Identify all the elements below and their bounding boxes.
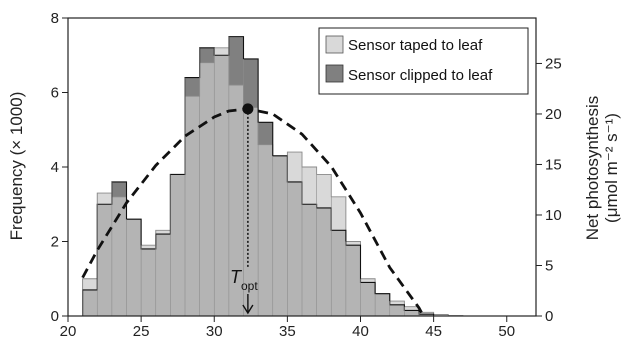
legend-swatch-clipped [325, 64, 344, 83]
right-y-tick-label: 20 [545, 106, 562, 123]
overlap-bar [199, 62, 215, 317]
left-y-tick-label: 6 [51, 85, 59, 102]
left-y-tick-label: 4 [51, 159, 59, 176]
taped-bar-excess [97, 192, 113, 205]
clipped-bar-excess [228, 36, 244, 86]
taped-bar-excess [140, 244, 156, 250]
legend-label-clipped: Sensor clipped to leaf [348, 67, 493, 84]
x-tick-label: 35 [279, 323, 296, 340]
taped-bar-excess [345, 241, 361, 246]
overlap-bar [257, 144, 273, 317]
overlap-bar [184, 95, 200, 317]
overlap-bar [389, 304, 405, 317]
legend: Sensor taped to leaf Sensor clipped to l… [318, 27, 529, 95]
clipped-bar-excess [199, 47, 215, 63]
x-tick-label: 20 [60, 323, 77, 340]
left-y-tick-label: 8 [51, 10, 59, 27]
overlap-bar [272, 155, 288, 317]
x-tick-label: 30 [206, 323, 223, 340]
taped-bar-excess [214, 47, 230, 56]
overlap-bar [97, 204, 113, 317]
curve-layer [81, 103, 425, 317]
t-opt-arrow-head [242, 304, 254, 315]
overlap-bar [170, 174, 186, 317]
x-axis: 20 25 30 35 40 45 50 [60, 316, 515, 340]
overlap-bar [301, 204, 317, 317]
left-y-axis: 0 2 4 6 8 [51, 10, 68, 325]
right-y-tick-label: 10 [545, 207, 562, 224]
x-tick-label: 45 [425, 323, 442, 340]
left-y-axis-title: Frequency (× 1000) [7, 92, 26, 241]
overlap-bar [374, 293, 390, 317]
overlap-bar [140, 248, 156, 317]
right-y-axis-title-line2: (μmol m⁻² s⁻¹) [602, 113, 621, 223]
taped-bar-excess [301, 166, 317, 205]
taped-bar-excess [360, 278, 376, 283]
t-opt-peak-point [242, 103, 254, 115]
right-y-axis: 0 5 10 15 20 25 [536, 55, 562, 325]
x-tick-label: 40 [352, 323, 369, 340]
t-opt-label: T [230, 267, 243, 287]
legend-swatch-taped [325, 35, 344, 54]
overlap-bar [404, 310, 420, 317]
taped-bar-excess [316, 174, 332, 209]
taped-bar-excess [82, 278, 98, 291]
taped-bar-excess [389, 300, 405, 306]
clipped-bar-excess [243, 58, 259, 108]
clipped-bar-excess [111, 181, 127, 198]
right-y-axis-title-line1: Net photosynthesis [583, 96, 602, 241]
legend-label-taped: Sensor taped to leaf [348, 37, 483, 54]
taped-bar-excess [287, 151, 303, 183]
clipped-bar-excess [257, 122, 273, 145]
overlap-bar [287, 181, 303, 317]
right-y-tick-label: 0 [545, 308, 553, 325]
right-y-tick-label: 5 [545, 257, 553, 274]
taped-bar-excess [331, 196, 347, 231]
overlap-bar [126, 218, 142, 317]
taped-bar-excess [155, 230, 171, 235]
clipped-series-outline [82, 36, 463, 317]
clipped-bar-excess [184, 77, 200, 97]
bars-layer [82, 36, 464, 317]
right-y-tick-label: 15 [545, 156, 562, 173]
overlap-bar [155, 233, 171, 317]
overlap-bar [345, 244, 361, 317]
overlap-bar [214, 55, 230, 317]
overlap-bar [316, 207, 332, 317]
right-y-tick-label: 25 [545, 55, 562, 72]
t-opt-subscript: opt [241, 279, 258, 293]
legend-box [318, 27, 529, 95]
overlap-bar [331, 230, 347, 317]
x-tick-label: 25 [133, 323, 150, 340]
left-y-tick-label: 2 [51, 234, 59, 251]
overlap-bar [82, 289, 98, 317]
t-opt-marker: T opt [230, 267, 258, 293]
overlap-bar [360, 282, 376, 317]
x-tick-label: 50 [498, 323, 515, 340]
left-y-tick-label: 0 [51, 308, 59, 325]
